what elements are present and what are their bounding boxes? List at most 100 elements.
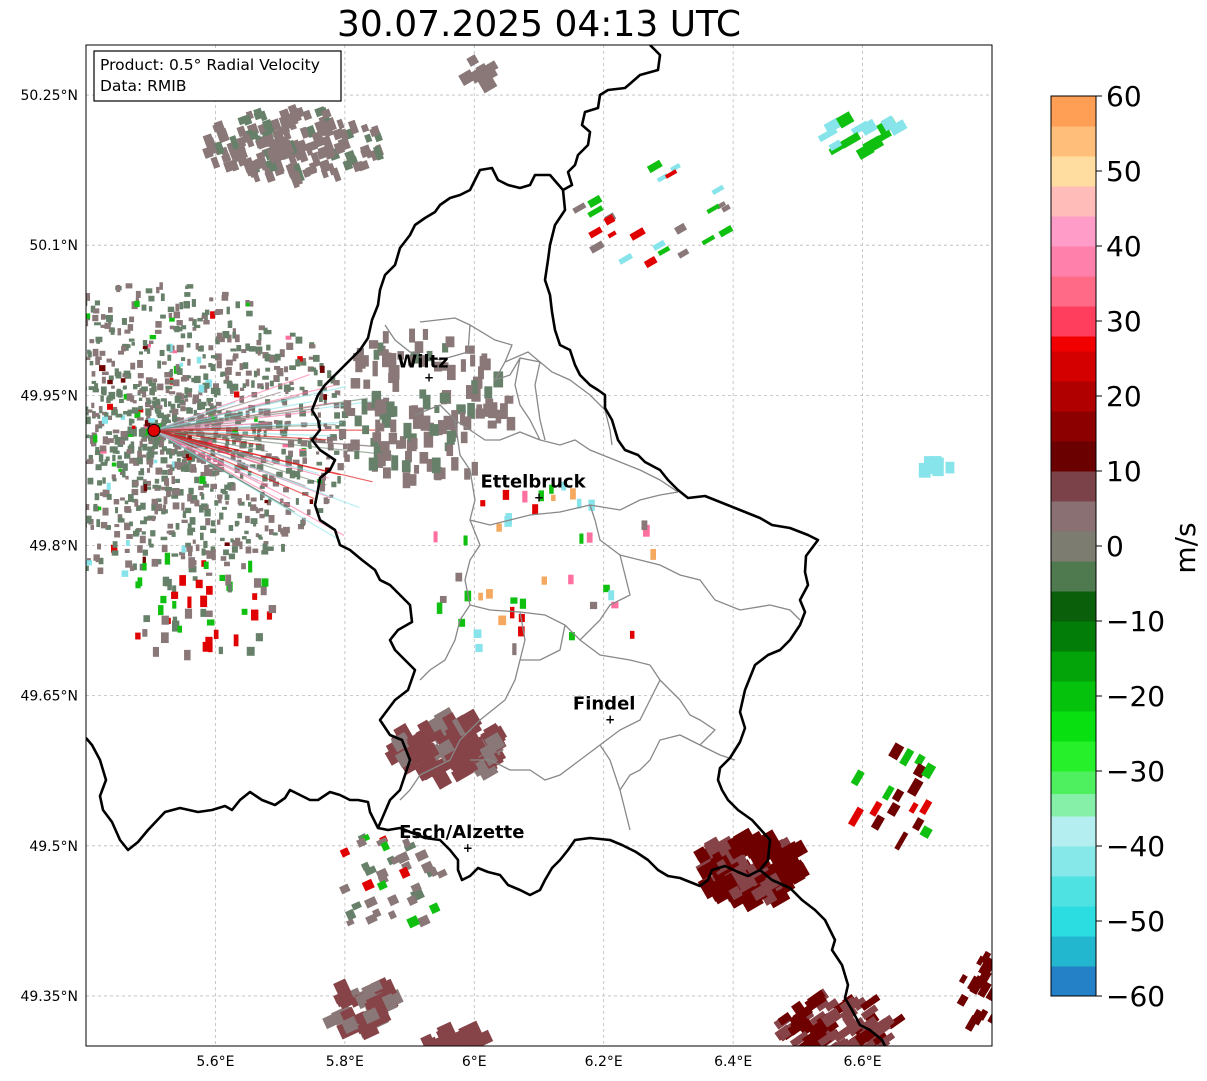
- echo-pixel: [149, 451, 155, 458]
- echo-pixel: [190, 527, 196, 533]
- echo-pixel: [969, 980, 983, 995]
- echo-pixel: [258, 507, 264, 512]
- lat-tick-label: 49.5°N: [29, 839, 78, 855]
- echo-streak: [153, 429, 360, 509]
- echo-pixel: [372, 432, 382, 442]
- echo-pixel: [413, 464, 420, 474]
- echo-pixel: [98, 406, 103, 410]
- echo-pixel: [382, 331, 389, 344]
- echo-pixel: [154, 508, 159, 515]
- echo-pixel: [429, 424, 439, 436]
- echo-pixel: [179, 393, 184, 400]
- echo-pixel: [831, 1038, 854, 1046]
- echo-pixel: [347, 443, 354, 452]
- echo-pixel: [135, 581, 141, 589]
- echo-pixel: [157, 383, 164, 391]
- echo-pixel: [265, 382, 270, 390]
- echo-pixel: [382, 467, 391, 479]
- echo-pixel: [273, 420, 279, 424]
- echo-pixel: [835, 111, 855, 129]
- echo-pixel: [185, 391, 192, 398]
- echo-pixel: [354, 415, 362, 427]
- echo-pixel: [165, 389, 170, 394]
- echo-pixel: [210, 488, 214, 492]
- echo-pixel: [282, 526, 290, 534]
- echo-pixel: [217, 497, 222, 504]
- echo-pixel: [480, 500, 486, 507]
- echo-pixel: [86, 293, 91, 301]
- echo-pixel: [225, 500, 229, 505]
- echo-pixel: [356, 837, 368, 848]
- echo-pixel: [361, 399, 368, 415]
- echo-pixel: [177, 489, 184, 496]
- echo-pixel: [137, 450, 142, 458]
- echo-pixel: [91, 432, 97, 437]
- echo-pixel: [90, 305, 96, 313]
- echo-pixel: [228, 553, 236, 560]
- echo-pixel: [201, 504, 209, 510]
- echo-pixel: [229, 159, 240, 172]
- colorbar-segment: [1051, 936, 1096, 967]
- echo-pixel: [419, 389, 427, 399]
- echo-pixel: [214, 353, 222, 361]
- echo-streak: [153, 397, 368, 431]
- echo-pixel: [266, 611, 273, 620]
- echo-pixel: [227, 583, 232, 593]
- echo-pixel: [650, 548, 656, 560]
- echo-pixel: [106, 358, 112, 363]
- echo-pixel: [313, 369, 318, 376]
- echo-pixel: [140, 520, 147, 525]
- echo-pixel: [339, 883, 351, 895]
- echo-pixel: [177, 625, 183, 633]
- chart-title: 30.07.2025 04:13 UTC: [336, 4, 742, 45]
- echo-pixel: [412, 413, 421, 429]
- echo-pixel: [850, 769, 865, 787]
- echo-pixel: [216, 309, 223, 315]
- echo-pixel: [466, 385, 473, 399]
- echo-pixel: [214, 500, 219, 506]
- echo-pixel: [444, 416, 455, 430]
- echo-pixel: [97, 567, 104, 575]
- echo-pixel: [420, 742, 440, 761]
- echo-pixel: [307, 440, 312, 448]
- echo-pixel: [154, 487, 161, 491]
- echo-pixel: [458, 1020, 483, 1042]
- echo-pixel: [250, 504, 257, 511]
- echo-pixel: [146, 486, 152, 490]
- echo-pixel: [842, 1005, 858, 1021]
- echo-pixel: [172, 350, 178, 354]
- echo-pixel: [195, 398, 199, 403]
- echo-pixel: [288, 450, 293, 457]
- echo-pixel: [197, 402, 202, 411]
- echo-pixel: [200, 401, 207, 407]
- echo-pixel: [218, 646, 223, 655]
- echo-pixel: [245, 546, 252, 554]
- echo-pixel: [204, 464, 210, 472]
- echo-pixel: [391, 455, 399, 471]
- echo-pixel: [171, 495, 179, 499]
- echo-pixel: [86, 504, 90, 511]
- colorbar-tick-label: 0: [1106, 530, 1124, 563]
- echo-pixel: [406, 894, 418, 907]
- echo-pixel: [464, 468, 471, 480]
- echo-pixel: [439, 362, 449, 371]
- echo-pixel: [184, 608, 193, 619]
- echo-pixel: [86, 560, 92, 566]
- echo-pixel: [101, 376, 106, 384]
- echo-pixel: [465, 1036, 482, 1046]
- echo-pixel: [316, 508, 324, 513]
- echo-pixel: [161, 486, 168, 491]
- echo-pixel: [463, 416, 472, 431]
- colorbar-segment: [1051, 741, 1096, 772]
- echo-pixel: [183, 456, 189, 461]
- echo-pixel: [116, 284, 121, 293]
- echo-pixel: [188, 460, 192, 465]
- echo-pixel: [184, 464, 190, 473]
- colorbar-segment: [1051, 336, 1096, 352]
- echo-pixel: [92, 412, 99, 417]
- echo-pixel: [160, 314, 166, 319]
- echo-pixel: [310, 367, 317, 371]
- echo-pixel: [728, 885, 743, 901]
- echo-pixel: [172, 620, 180, 632]
- echo-pixel: [369, 149, 380, 162]
